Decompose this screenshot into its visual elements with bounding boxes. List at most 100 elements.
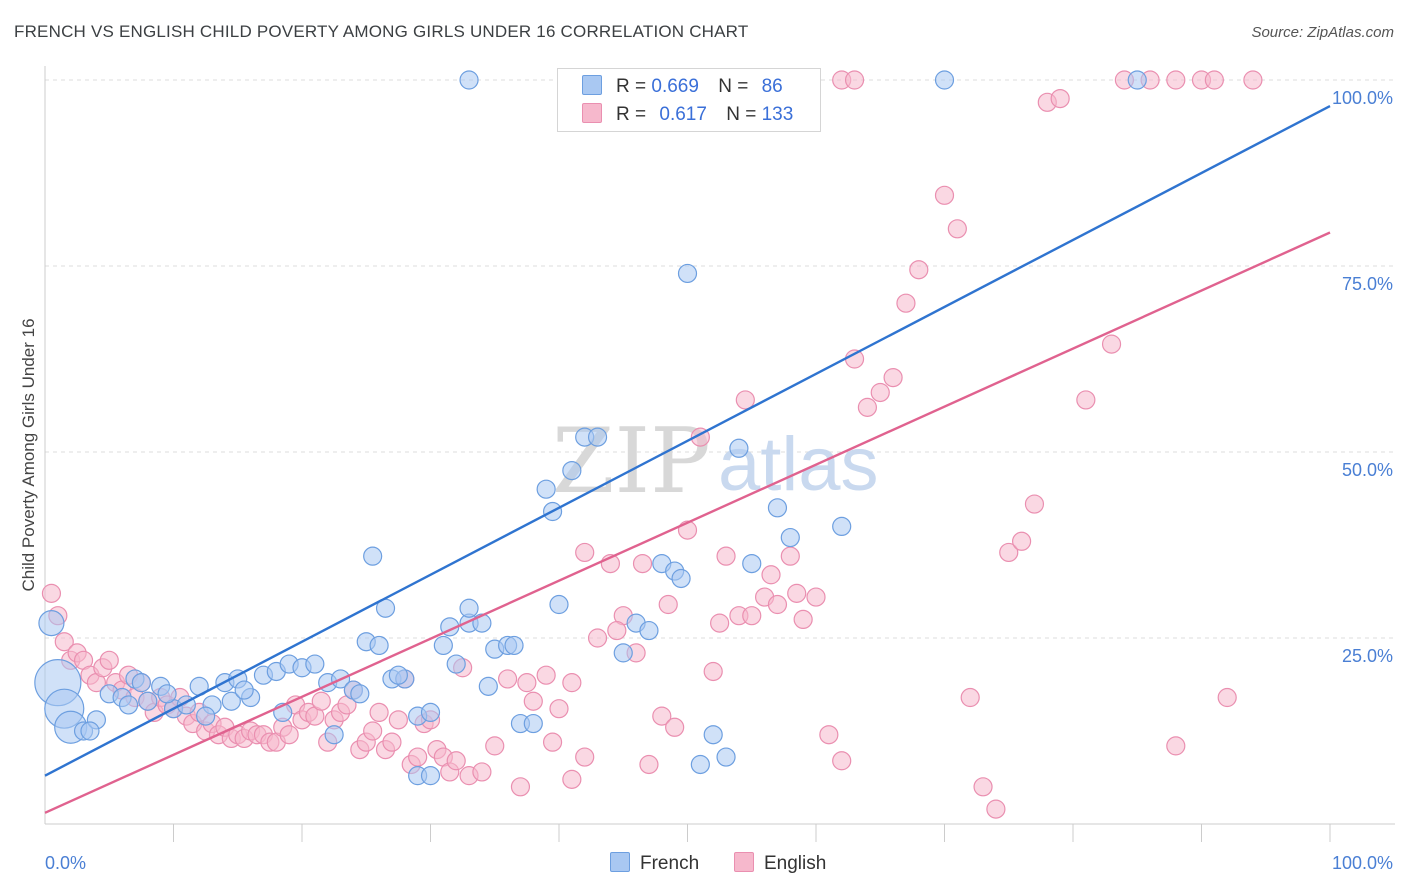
legend-item-french[interactable]: French [610, 852, 699, 875]
english-point [986, 799, 1006, 819]
english-point [562, 673, 582, 693]
french-point [587, 427, 608, 447]
english-point [408, 747, 428, 767]
french-point [38, 610, 65, 637]
correlation-legend: R = 0.669 N = 86 R = 0.617 N = 133 [557, 68, 821, 132]
english-point [1243, 70, 1263, 90]
french-point [832, 516, 852, 537]
english-point [639, 754, 659, 775]
legend-row-french: R = 0.669 N = 86 [582, 75, 783, 99]
english-point [536, 665, 556, 685]
english-point [742, 606, 762, 626]
english-point [883, 368, 903, 388]
french-point [1127, 70, 1147, 90]
french-point [549, 594, 569, 615]
english-point [870, 382, 890, 403]
english-point [909, 260, 929, 280]
english-point [832, 751, 852, 771]
english-point [665, 717, 685, 737]
y-tick-label: 25.0% [1342, 646, 1393, 666]
chart-title: FRENCH VS ENGLISH CHILD POVERTY AMONG GI… [14, 22, 749, 41]
english-point [767, 594, 788, 615]
english-r-label: R = [616, 104, 647, 125]
trend-lines [44, 104, 1331, 814]
french-point [767, 498, 788, 518]
x-tick-label: 0.0% [45, 853, 86, 873]
series-legend: French English [0, 852, 1406, 878]
english-point [562, 769, 582, 789]
legend-row-english: R = 0.617 N = 133 [582, 103, 793, 127]
french-point [363, 546, 383, 566]
english-point [575, 542, 595, 563]
watermark-atlas: atlas [718, 422, 879, 507]
french-point [703, 725, 723, 745]
french-point [562, 461, 582, 481]
english-legend-swatch [734, 852, 754, 872]
french-point [523, 713, 543, 734]
tick-labels: 25.0% 50.0% 75.0% 100.0% 0.0% 100.0% [45, 88, 1393, 873]
french-point [131, 673, 151, 693]
english-point [549, 699, 569, 719]
english-point [311, 691, 331, 711]
french-point [420, 702, 441, 723]
french-point [420, 766, 441, 786]
english-r-value: 0.617 [659, 104, 707, 125]
y-tick-label: 75.0% [1342, 274, 1393, 294]
english-point [446, 751, 466, 771]
english-legend-label: English [764, 853, 827, 874]
french-point [478, 676, 498, 696]
french-point [138, 691, 158, 711]
source-label: Source: ZipAtlas.com [1251, 24, 1394, 41]
french-point [459, 70, 479, 90]
french-point [716, 747, 736, 767]
french-n-label: N = [718, 76, 749, 97]
french-point [118, 695, 139, 715]
french-point [729, 438, 749, 458]
english-point [279, 725, 299, 745]
english-n-label: N = [726, 104, 757, 125]
legend-item-english[interactable]: English [734, 852, 826, 875]
english-point [54, 632, 74, 652]
french-point [157, 684, 177, 704]
english-point [806, 587, 826, 607]
english-swatch [582, 103, 602, 123]
y-tick-label: 50.0% [1342, 460, 1393, 480]
english-point [1050, 88, 1070, 109]
english-point [99, 650, 119, 670]
english-point [710, 613, 730, 633]
french-trend-line [44, 104, 1331, 777]
english-point [1101, 334, 1122, 354]
french-r-label: R = [616, 76, 647, 97]
english-point [999, 542, 1019, 563]
english-point [542, 732, 563, 752]
french-point [369, 635, 389, 656]
french-point [305, 654, 325, 674]
english-point [658, 594, 678, 615]
english-point [41, 583, 62, 603]
french-point [742, 553, 762, 574]
french-point [536, 479, 556, 499]
french-point [690, 754, 710, 775]
english-n-value: 133 [761, 104, 794, 125]
french-r-value: 0.669 [651, 76, 699, 97]
english-point [1166, 736, 1186, 756]
english-point [382, 732, 402, 752]
english-point [369, 702, 389, 723]
english-point [787, 583, 807, 603]
english-point [517, 673, 537, 693]
english-point [575, 747, 595, 767]
english-point [844, 70, 865, 90]
french-point [388, 665, 408, 685]
english-point [498, 669, 518, 689]
y-tick-label: 100.0% [1332, 88, 1393, 108]
english-point [472, 762, 492, 782]
english-point [1024, 494, 1045, 514]
english-point [960, 687, 980, 708]
english-point [607, 620, 627, 641]
french-legend-label: French [640, 853, 700, 874]
english-point [363, 721, 383, 741]
english-point [632, 553, 653, 574]
french-point [221, 691, 241, 711]
french-point [780, 527, 800, 548]
